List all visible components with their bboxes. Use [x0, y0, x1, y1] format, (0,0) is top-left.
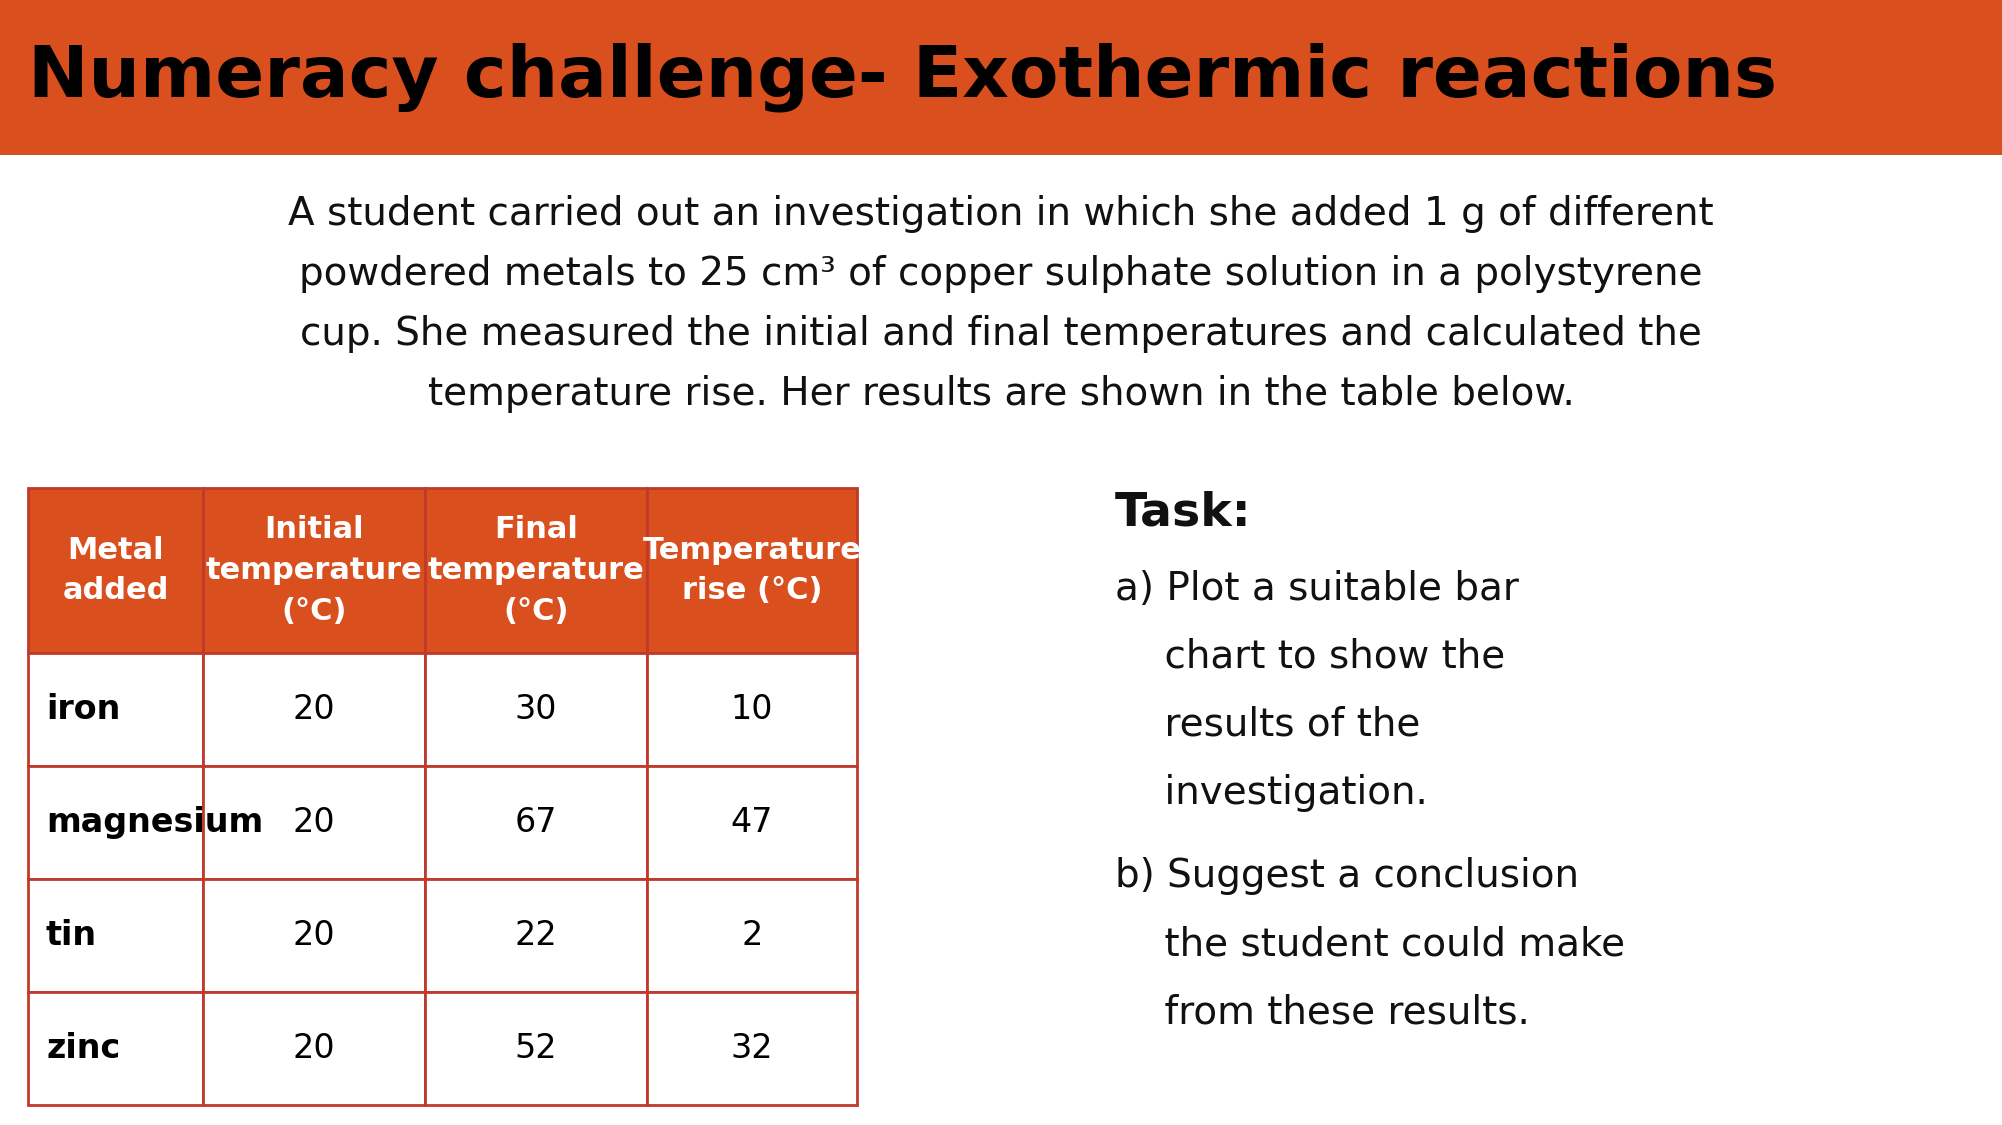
- Text: 20: 20: [292, 919, 334, 952]
- Text: results of the: results of the: [1115, 706, 1419, 744]
- Bar: [202, 652, 424, 766]
- Bar: [424, 652, 647, 766]
- Text: temperature rise. Her results are shown in the table below.: temperature rise. Her results are shown …: [428, 375, 1574, 413]
- Bar: [202, 488, 424, 652]
- Text: 47: 47: [731, 806, 773, 839]
- Bar: [424, 488, 647, 652]
- Bar: [28, 652, 202, 766]
- Bar: [28, 488, 202, 652]
- Text: b) Suggest a conclusion: b) Suggest a conclusion: [1115, 857, 1580, 896]
- Text: Metal
added: Metal added: [62, 536, 168, 605]
- Text: Temperature
rise (°C): Temperature rise (°C): [643, 536, 861, 605]
- Text: powdered metals to 25 cm³ of copper sulphate solution in a polystyrene: powdered metals to 25 cm³ of copper sulp…: [298, 255, 1704, 292]
- Text: the student could make: the student could make: [1115, 925, 1626, 963]
- Text: chart to show the: chart to show the: [1115, 638, 1506, 676]
- Bar: [202, 766, 424, 879]
- Text: 20: 20: [292, 1032, 334, 1065]
- Text: Task:: Task:: [1115, 490, 1251, 536]
- Bar: [424, 992, 647, 1105]
- Text: Numeracy challenge- Exothermic reactions: Numeracy challenge- Exothermic reactions: [28, 43, 1778, 113]
- Text: 10: 10: [731, 693, 773, 726]
- Text: Initial
temperature
(°C): Initial temperature (°C): [206, 515, 422, 626]
- Text: 52: 52: [515, 1032, 557, 1065]
- Text: zinc: zinc: [46, 1032, 120, 1065]
- Bar: [28, 879, 202, 992]
- Bar: [647, 879, 857, 992]
- Text: cup. She measured the initial and final temperatures and calculated the: cup. She measured the initial and final …: [300, 315, 1702, 353]
- Text: Final
temperature
(°C): Final temperature (°C): [428, 515, 645, 626]
- Text: a) Plot a suitable bar: a) Plot a suitable bar: [1115, 570, 1520, 608]
- Bar: [0, 0, 2002, 155]
- Text: iron: iron: [46, 693, 120, 726]
- Bar: [647, 652, 857, 766]
- Bar: [647, 992, 857, 1105]
- Text: 20: 20: [292, 806, 334, 839]
- Bar: [28, 766, 202, 879]
- Bar: [28, 992, 202, 1105]
- Bar: [202, 879, 424, 992]
- Text: magnesium: magnesium: [46, 806, 262, 839]
- Text: 32: 32: [731, 1032, 773, 1065]
- Bar: [647, 766, 857, 879]
- Text: 67: 67: [515, 806, 557, 839]
- Text: investigation.: investigation.: [1115, 774, 1427, 812]
- Bar: [424, 766, 647, 879]
- Bar: [647, 488, 857, 652]
- Text: A student carried out an investigation in which she added 1 g of different: A student carried out an investigation i…: [288, 195, 1714, 233]
- Text: 22: 22: [515, 919, 557, 952]
- Text: from these results.: from these results.: [1115, 993, 1530, 1030]
- Text: 20: 20: [292, 693, 334, 726]
- Bar: [202, 992, 424, 1105]
- Text: 2: 2: [741, 919, 763, 952]
- Text: tin: tin: [46, 919, 98, 952]
- Text: 30: 30: [515, 693, 557, 726]
- Bar: [424, 879, 647, 992]
